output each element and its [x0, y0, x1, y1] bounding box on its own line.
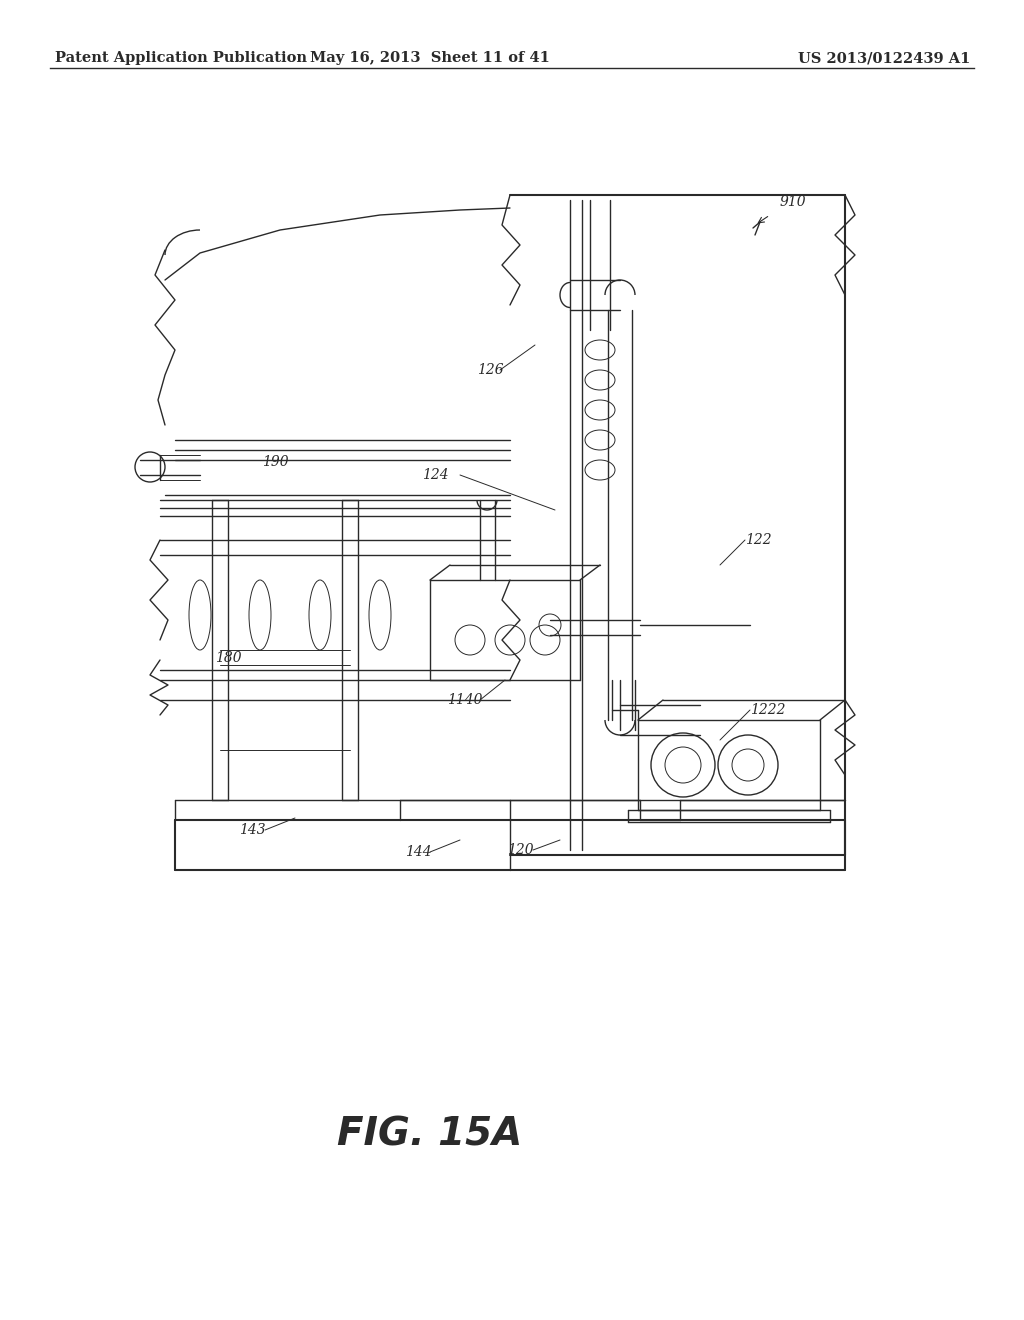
- Text: 180: 180: [215, 651, 242, 665]
- Text: 122: 122: [745, 533, 772, 546]
- Text: US 2013/0122439 A1: US 2013/0122439 A1: [798, 51, 970, 65]
- Text: 126: 126: [477, 363, 504, 378]
- Text: Patent Application Publication: Patent Application Publication: [55, 51, 307, 65]
- Text: 190: 190: [262, 455, 289, 469]
- Text: 124: 124: [422, 469, 449, 482]
- Text: 1222: 1222: [750, 704, 785, 717]
- Text: May 16, 2013  Sheet 11 of 41: May 16, 2013 Sheet 11 of 41: [310, 51, 550, 65]
- Text: FIG. 15A: FIG. 15A: [337, 1115, 522, 1154]
- Text: 910: 910: [780, 195, 807, 209]
- Text: 1140: 1140: [447, 693, 482, 708]
- Text: 143: 143: [239, 822, 265, 837]
- Text: 120: 120: [507, 843, 534, 857]
- Text: 144: 144: [404, 845, 431, 859]
